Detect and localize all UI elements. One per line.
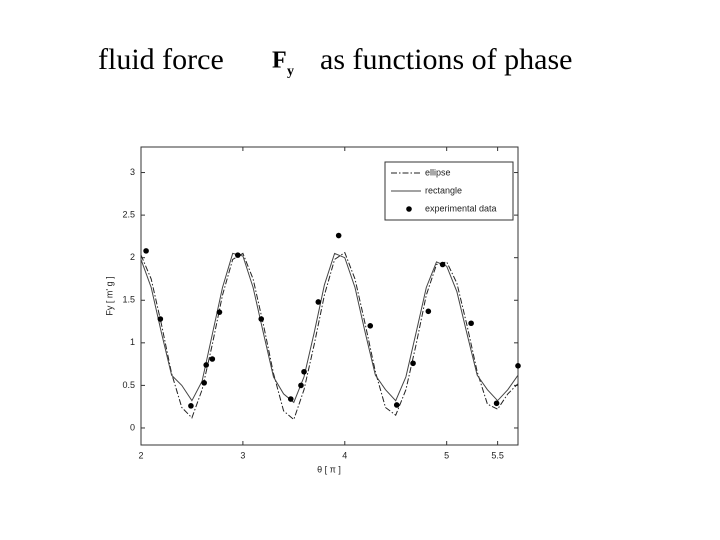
- series-line: [140, 252, 519, 404]
- title-right: as functions of phase: [320, 43, 572, 76]
- y-axis-label: Fy [ m' g ]: [104, 276, 114, 315]
- x-tick-label: 2: [138, 450, 143, 460]
- data-point: [515, 363, 521, 369]
- title-subscript: y: [287, 64, 294, 79]
- y-tick-label: 2: [130, 252, 135, 262]
- x-tick-label: 3: [240, 450, 245, 460]
- legend-label: rectangle: [425, 185, 462, 195]
- data-point: [301, 368, 307, 375]
- data-point: [157, 316, 164, 322]
- data-point: [315, 299, 322, 305]
- data-point: [188, 403, 194, 409]
- data-point: [216, 309, 223, 315]
- data-point: [298, 382, 304, 389]
- x-tick-label: 4: [342, 450, 347, 460]
- data-point: [493, 400, 500, 407]
- y-tick-label: 0: [130, 422, 135, 432]
- x-axis-label: θ [ π ]: [317, 464, 341, 474]
- data-point: [367, 323, 374, 329]
- data-point: [335, 232, 342, 239]
- data-point: [143, 248, 149, 254]
- legend-label: ellipse: [425, 167, 451, 177]
- title-left: fluid force: [98, 43, 224, 76]
- data-point: [425, 308, 432, 315]
- y-tick-label: 2.5: [122, 209, 135, 219]
- x-tick-label: 5.5: [491, 450, 504, 460]
- data-point: [393, 402, 400, 408]
- y-tick-label: 1: [130, 337, 135, 347]
- x-tick-label: 5: [444, 450, 449, 460]
- data-point: [258, 316, 265, 322]
- legend-label: experimental data: [425, 203, 497, 213]
- data-point: [209, 356, 216, 362]
- y-tick-label: 3: [130, 167, 135, 177]
- data-point: [234, 252, 241, 258]
- data-point: [201, 380, 207, 386]
- data-point: [468, 320, 474, 327]
- data-point: [439, 261, 446, 268]
- y-tick-label: 1.5: [122, 295, 135, 305]
- data-point: [203, 362, 210, 368]
- data-point: [410, 360, 416, 367]
- legend-marker: [406, 206, 412, 212]
- data-point: [287, 396, 294, 402]
- title-symbol: F: [272, 48, 287, 74]
- y-tick-label: 0.5: [122, 380, 135, 390]
